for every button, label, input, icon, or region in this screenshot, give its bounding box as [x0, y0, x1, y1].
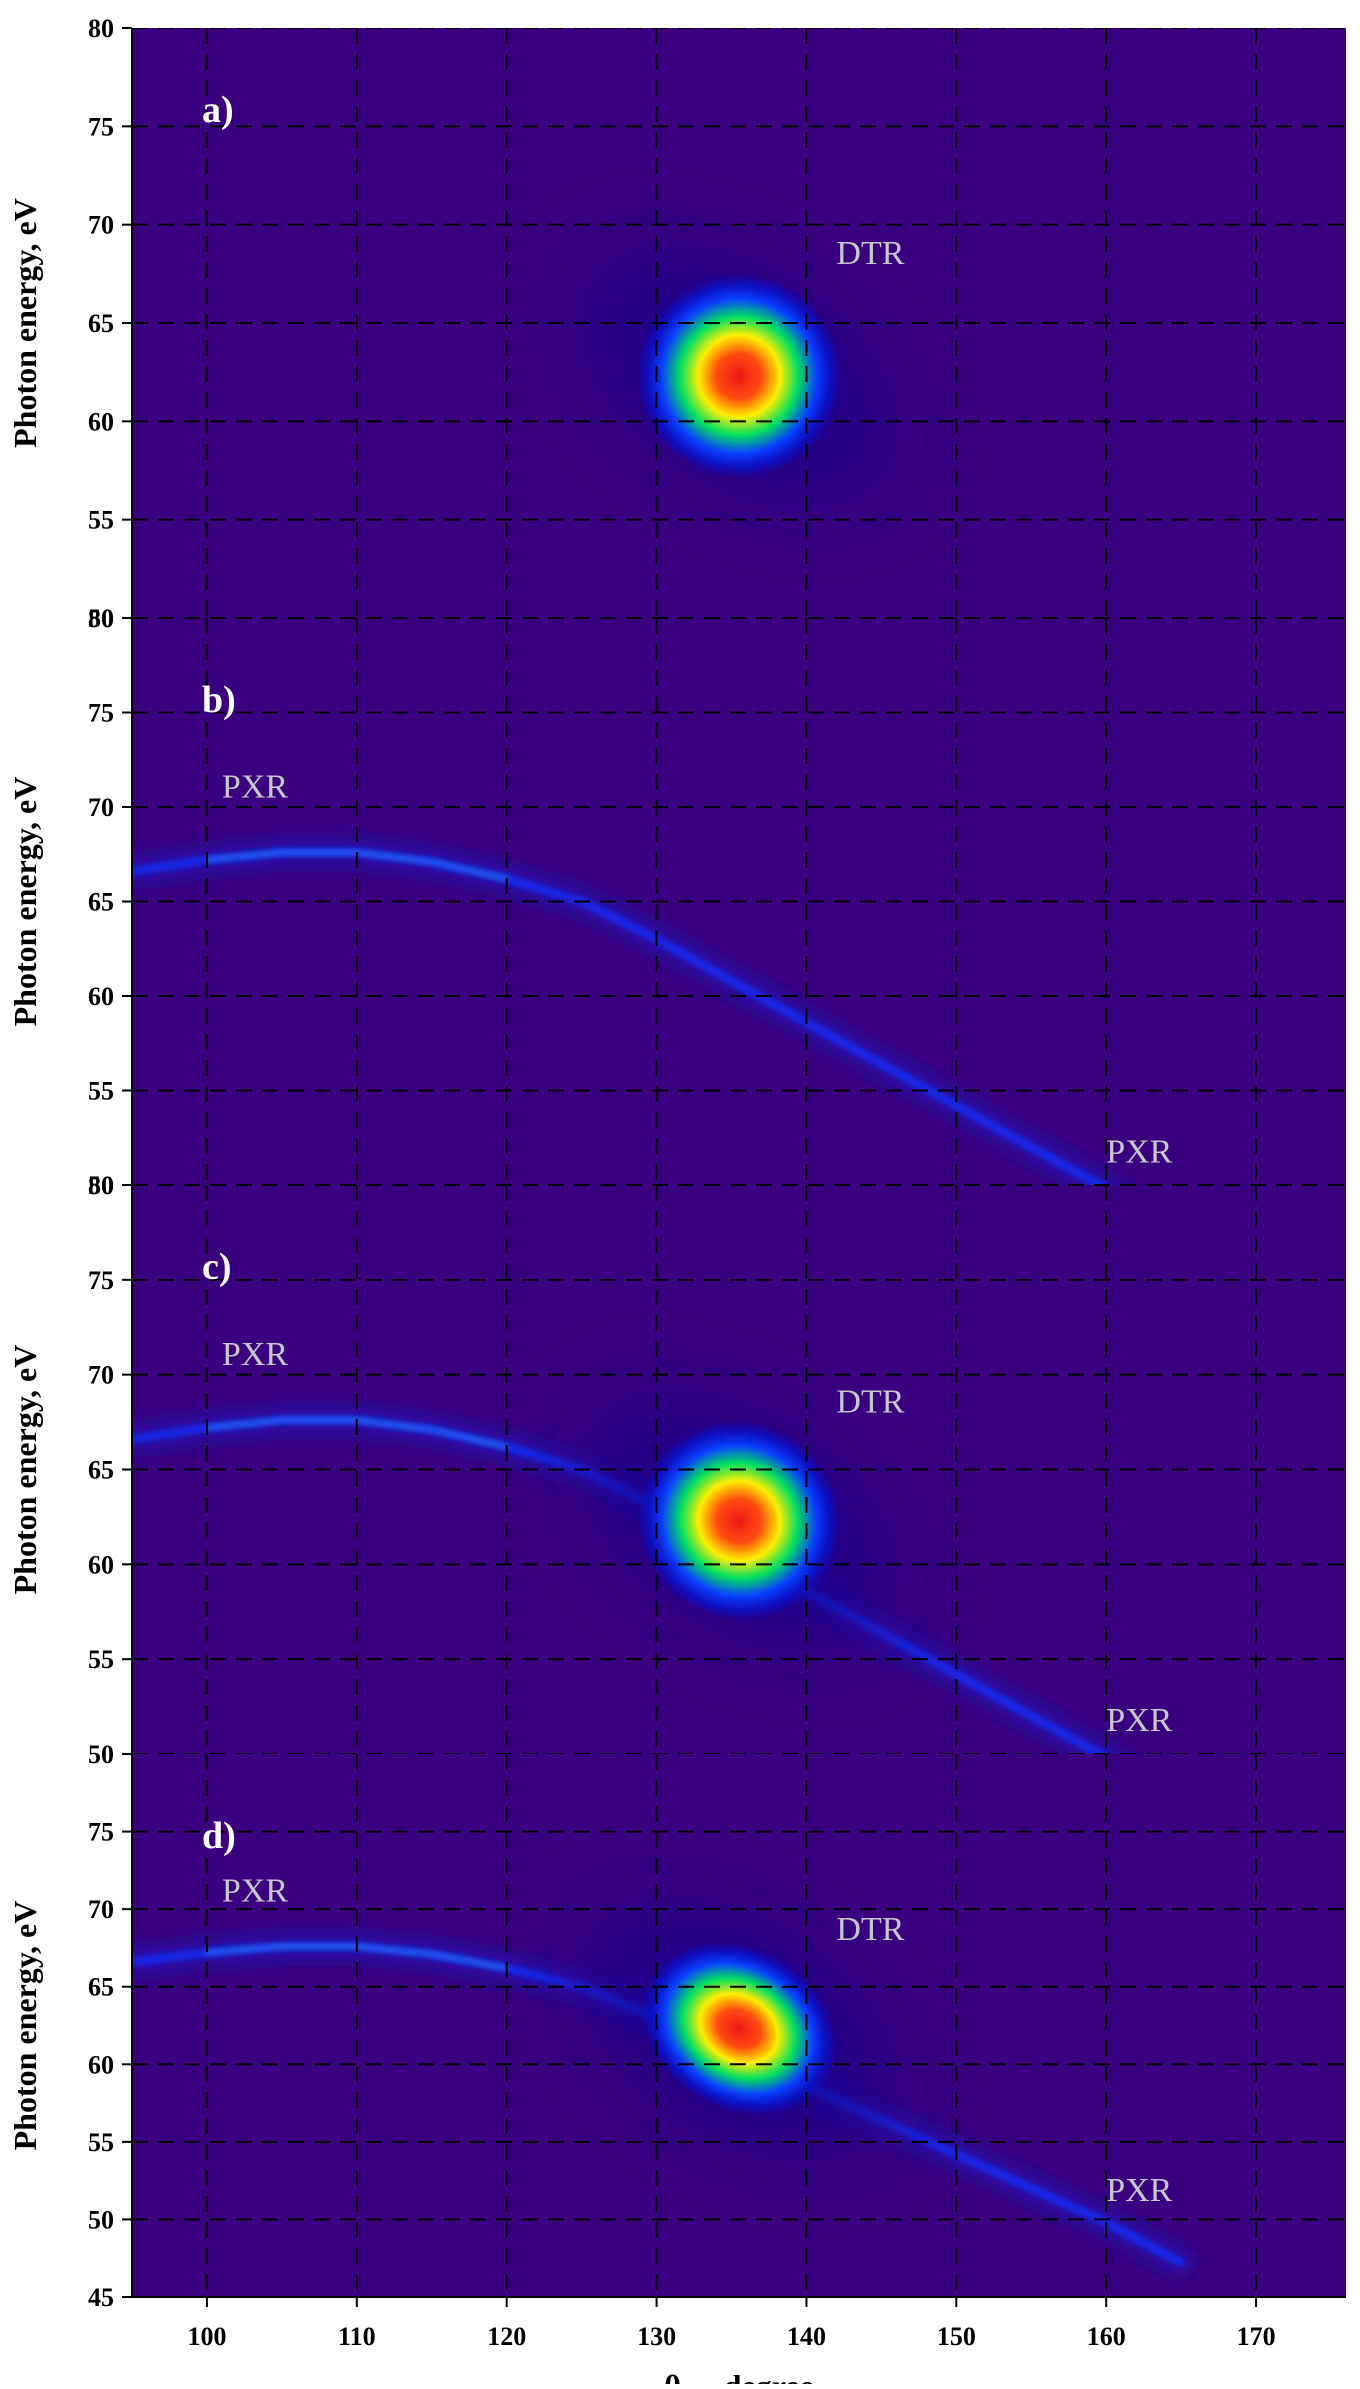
x-axis-title-main: θ	[664, 2368, 681, 2384]
y-axis-title: Photon energy, eV	[7, 777, 43, 1027]
dtr-peak	[637, 1421, 841, 1621]
annotation-dtr: DTR	[836, 1384, 904, 1421]
x-tick-label: 160	[1087, 2322, 1126, 2351]
dtr-peak	[641, 1942, 837, 2116]
x-axis-title: θDx, degree	[664, 2368, 814, 2384]
y-tick-label: 80	[88, 14, 114, 43]
y-tick-label: 50	[88, 2205, 114, 2234]
heatmap-content	[132, 28, 1346, 618]
annotation-pxr: PXR	[1106, 1133, 1172, 1170]
heatmap-content	[132, 1754, 1346, 2297]
grid-lines	[132, 618, 1346, 1185]
x-tick-labels: 100 110 120 130 140 150 160 170	[132, 2296, 1346, 2351]
panel-label: a)	[202, 89, 234, 131]
y-tick-label: 70	[88, 1361, 114, 1390]
y-axis-title: Photon energy, eV	[7, 1345, 43, 1595]
y-tick-label: 75	[88, 1266, 114, 1295]
panel-a: 50 55 60 65 70 75 80 Photon energy, eV a) DTR	[7, 14, 1346, 633]
panel-label: d)	[202, 1815, 236, 1857]
y-tick-label: 65	[88, 309, 114, 338]
panels-layer: 50 55 60 65 70 75 80 Photon energy, eV a) DTR 50 55…	[7, 14, 1346, 2312]
x-tick-label: 100	[187, 2322, 226, 2351]
y-tick-label: 60	[88, 407, 114, 436]
x-tick-label: 150	[937, 2322, 976, 2351]
panel-label: c)	[202, 1246, 232, 1288]
y-tick-label: 80	[88, 604, 114, 633]
annotation-pxr: PXR	[222, 1336, 288, 1373]
y-tick-label: 65	[88, 1456, 114, 1485]
y-tick-label: 80	[88, 1171, 114, 1200]
annotation-dtr: DTR	[836, 1911, 904, 1948]
x-tick-label: 110	[338, 2322, 376, 2351]
x-tick-label: 170	[1237, 2322, 1276, 2351]
annotation-pxr: PXR	[222, 769, 288, 806]
panel-d: 45 50 55 60 65 70 75 Photon energy, eV d) PXR DTR P…	[7, 1754, 1346, 2312]
y-tick-label: 75	[88, 112, 114, 141]
annotation-pxr: PXR	[222, 1872, 288, 1909]
y-tick-label: 60	[88, 2050, 114, 2079]
y-tick-label: 55	[88, 1077, 114, 1106]
x-tick-label: 130	[637, 2322, 676, 2351]
y-axis-title: Photon energy, eV	[7, 1901, 43, 2151]
heatmap-content	[132, 618, 1346, 1185]
y-tick-label: 60	[88, 982, 114, 1011]
panel-b: 50 55 60 65 70 75 80 Photon energy, eV b) PXR PXR	[7, 604, 1346, 1200]
y-tick-label: 70	[88, 793, 114, 822]
y-tick-label: 50	[88, 1740, 114, 1769]
grid-lines	[132, 28, 1346, 618]
y-tick-label: 75	[88, 1818, 114, 1847]
heatmap-content	[132, 1185, 1346, 1754]
annotation-pxr: PXR	[1106, 1702, 1172, 1739]
y-tick-label: 55	[88, 506, 114, 535]
y-tick-label: 70	[88, 211, 114, 240]
y-axis-title: Photon energy, eV	[7, 198, 43, 448]
y-tick-label: 60	[88, 1550, 114, 1579]
panel-c: 50 55 60 65 70 75 80 Photon energy, eV c) PXR DTR P…	[7, 1171, 1346, 1769]
grid-lines	[132, 1754, 1346, 2297]
annotation-pxr: PXR	[1106, 2172, 1172, 2209]
y-tick-label: 50	[88, 604, 114, 633]
y-tick-label: 70	[88, 1895, 114, 1924]
dtr-peak	[636, 273, 842, 479]
grid-lines	[132, 1185, 1346, 1754]
annotation-dtr: DTR	[836, 235, 904, 272]
x-tick-label: 120	[487, 2322, 526, 2351]
x-tick-label: 140	[787, 2322, 826, 2351]
y-tick-label: 55	[88, 1645, 114, 1674]
y-tick-label: 50	[88, 1171, 114, 1200]
y-tick-label: 45	[88, 2283, 114, 2312]
x-axis-title-rest: , degree	[708, 2368, 814, 2384]
y-tick-label: 65	[88, 888, 114, 917]
y-tick-label: 75	[88, 699, 114, 728]
y-tick-label: 55	[88, 2128, 114, 2157]
y-tick-label: 65	[88, 1973, 114, 2002]
panel-label: b)	[202, 679, 236, 721]
